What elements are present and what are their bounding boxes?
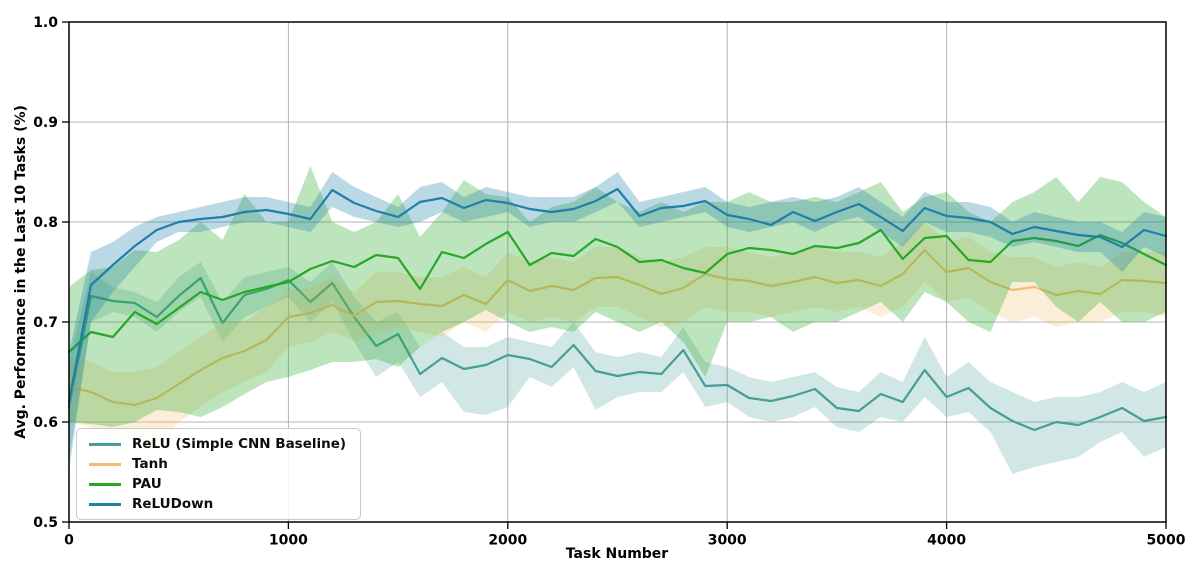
x-axis-label: Task Number: [565, 546, 669, 562]
axes-spines: [68, 21, 1167, 523]
y-tick-label: 0.6: [33, 415, 58, 431]
y-tick-label: 0.8: [33, 215, 58, 231]
legend-line-swatch: [89, 442, 121, 446]
y-tick-label: 0.9: [33, 115, 58, 131]
legend-label: PAU: [132, 476, 162, 492]
legend-line-swatch: [89, 482, 121, 486]
x-tick-label: 3000: [708, 533, 747, 549]
series-line-1: [67, 248, 1168, 407]
legend-line-swatch: [89, 462, 121, 466]
legend-item: ReLU (Simple CNN Baseline): [89, 436, 346, 452]
legend-line-swatch: [89, 502, 121, 506]
confidence-band-1: [69, 222, 1166, 447]
y-tick-label: 0.5: [33, 515, 58, 531]
x-tick-label: 1000: [269, 533, 308, 549]
x-tick-label: 5000: [1147, 533, 1186, 549]
x-tick-label: 2000: [488, 533, 527, 549]
confidence-band-0: [69, 262, 1166, 474]
legend-label: ReLUDown: [132, 496, 214, 512]
y-axis-label: Avg. Performance in the Last 10 Tasks (%…: [13, 105, 29, 439]
y-tick-label: 0.7: [33, 315, 58, 331]
legend-item: PAU: [89, 476, 346, 492]
x-tick-label: 4000: [927, 533, 966, 549]
legend-item: ReLUDown: [89, 496, 346, 512]
y-tick-label: 1.0: [33, 15, 58, 31]
series-line-2: [67, 228, 1168, 354]
x-tick-label: 0: [64, 533, 74, 549]
legend-label: Tanh: [132, 456, 168, 472]
confidence-band-2: [69, 166, 1166, 427]
legend-label: ReLU (Simple CNN Baseline): [132, 436, 347, 452]
series-line-0: [67, 276, 1168, 432]
legend-item: Tanh: [89, 456, 346, 472]
legend: ReLU (Simple CNN Baseline) Tanh PAU ReLUDow…: [76, 428, 362, 520]
series-line-3: [67, 187, 1168, 404]
